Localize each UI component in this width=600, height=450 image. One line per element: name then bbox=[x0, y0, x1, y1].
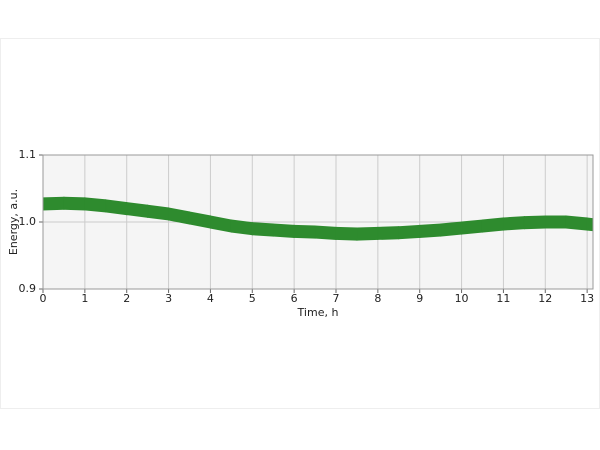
band-segment bbox=[544, 215, 567, 229]
band-segment bbox=[314, 225, 337, 240]
band-segment bbox=[502, 216, 525, 231]
x-tick-label: 4 bbox=[207, 292, 214, 305]
y-tick-label: 1.1 bbox=[19, 148, 37, 161]
x-tick-label: 10 bbox=[455, 292, 469, 305]
band-segment bbox=[335, 226, 358, 241]
band-segment bbox=[293, 224, 316, 239]
x-tick-label: 2 bbox=[123, 292, 130, 305]
x-tick-label: 11 bbox=[496, 292, 510, 305]
band-segment bbox=[440, 221, 463, 237]
band-segment bbox=[147, 204, 170, 221]
band-segment bbox=[461, 219, 483, 235]
band-segment bbox=[230, 219, 253, 236]
x-tick-label: 6 bbox=[291, 292, 298, 305]
band-segment bbox=[586, 217, 594, 232]
band-segment bbox=[377, 226, 400, 240]
band-segment bbox=[84, 197, 107, 213]
band-segment bbox=[398, 224, 421, 240]
x-tick-label: 1 bbox=[81, 292, 88, 305]
plot-border bbox=[42, 154, 594, 290]
x-tick-label: 12 bbox=[538, 292, 552, 305]
y-tick-label: 0.9 bbox=[19, 282, 37, 295]
x-tick-label: 7 bbox=[332, 292, 339, 305]
y-tick-label: 1.0 bbox=[19, 215, 37, 228]
band-segment bbox=[63, 196, 86, 211]
x-tick-label: 9 bbox=[416, 292, 423, 305]
band-segment bbox=[105, 199, 128, 216]
band-segment bbox=[565, 215, 588, 231]
band-segment bbox=[481, 217, 504, 233]
x-tick-label: 3 bbox=[165, 292, 172, 305]
band-segment bbox=[523, 215, 546, 230]
x-tick-label: 0 bbox=[40, 292, 47, 305]
band-segment bbox=[126, 202, 149, 218]
x-tick-label: 13 bbox=[580, 292, 594, 305]
band-segment bbox=[419, 223, 442, 238]
band-segment bbox=[356, 226, 379, 241]
y-axis-label: Energy, a.u. bbox=[7, 189, 20, 255]
x-tick-label: 8 bbox=[374, 292, 381, 305]
band-segment bbox=[251, 222, 274, 237]
x-tick-label: 5 bbox=[249, 292, 256, 305]
band-segment bbox=[272, 223, 295, 238]
x-axis-label: Time, h bbox=[297, 306, 339, 319]
band-segment bbox=[42, 196, 65, 211]
